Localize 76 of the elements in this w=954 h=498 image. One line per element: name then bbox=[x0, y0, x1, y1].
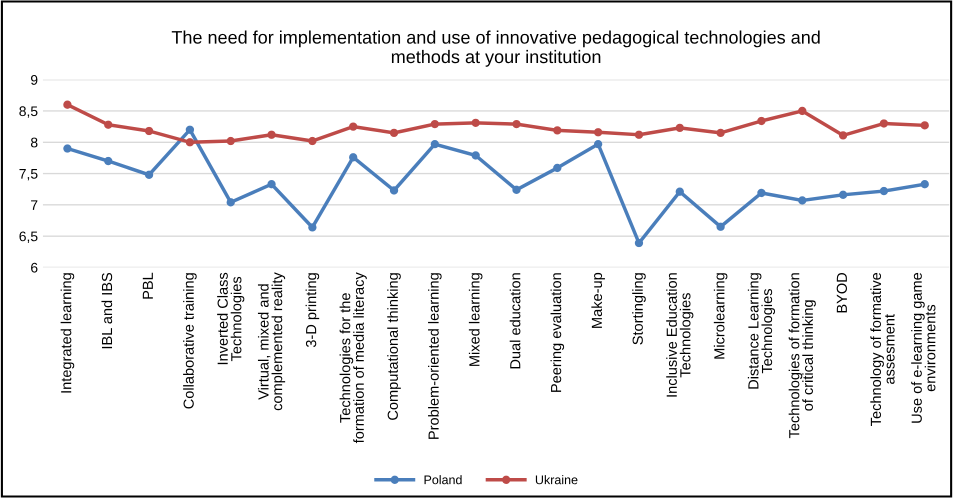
point bbox=[430, 140, 440, 148]
x-tick-label: Microlearning bbox=[714, 273, 728, 359]
x-tick-label: BYOD bbox=[836, 272, 847, 312]
y-tick-label: 7,5 bbox=[19, 169, 38, 180]
point bbox=[798, 196, 806, 205]
point bbox=[594, 140, 602, 148]
point bbox=[676, 124, 684, 132]
x-tick-label: IBL and IBS bbox=[101, 272, 112, 348]
x-tick-label: Stortingling bbox=[632, 273, 646, 345]
x-tick-label: Computational thinking bbox=[387, 273, 401, 420]
point bbox=[349, 153, 358, 162]
point bbox=[186, 138, 194, 146]
x-tick-label: Use of e-learning game environments bbox=[911, 272, 936, 423]
legend-label: Poland bbox=[424, 475, 462, 484]
point bbox=[144, 126, 154, 136]
point bbox=[512, 120, 521, 128]
y-tick-label: 7 bbox=[31, 200, 38, 210]
point bbox=[390, 186, 398, 195]
x-tick-label: Make-up bbox=[591, 272, 605, 328]
point bbox=[920, 121, 929, 130]
x-tick-label: Mixed learning bbox=[468, 273, 482, 366]
point bbox=[880, 119, 888, 128]
point bbox=[104, 156, 112, 166]
point bbox=[880, 186, 888, 196]
point bbox=[144, 170, 154, 179]
point bbox=[757, 116, 766, 126]
point bbox=[553, 164, 562, 172]
point bbox=[267, 180, 276, 188]
point bbox=[390, 128, 398, 138]
point bbox=[634, 130, 644, 139]
point bbox=[472, 118, 480, 128]
point bbox=[757, 188, 766, 198]
y-tick-label: 6,5 bbox=[19, 231, 38, 243]
y-tick-label: 8 bbox=[30, 138, 38, 148]
x-tick-label: Inclusive Education Technologies bbox=[666, 273, 694, 397]
x-tick-label: Dual education bbox=[510, 273, 520, 368]
chart-title: The need for implementation and use of innovative pedagogical technologies and methods at your institution bbox=[172, 30, 820, 67]
point bbox=[308, 223, 317, 232]
y-tick-label: 8,5 bbox=[19, 106, 38, 118]
point bbox=[594, 128, 602, 136]
x-tick-label: Problem-oriented learning bbox=[428, 273, 442, 439]
x-tick-label: 3-D printing bbox=[306, 273, 320, 348]
x-tick-label: Peering evaluation bbox=[550, 273, 564, 392]
legend-label: Ukraine bbox=[536, 475, 578, 484]
point bbox=[512, 186, 521, 194]
x-tick-label: Technologies for the formation of media literacy bbox=[340, 272, 367, 444]
y-tick-label: 9 bbox=[30, 75, 38, 85]
x-tick-label: Collaborative training bbox=[183, 273, 197, 409]
x-tick-label: Virtual, mixed and complemented reality bbox=[258, 272, 286, 410]
point bbox=[798, 106, 806, 116]
point bbox=[716, 128, 725, 138]
point bbox=[553, 126, 562, 135]
point bbox=[226, 136, 235, 146]
point bbox=[920, 180, 929, 188]
point bbox=[838, 131, 848, 140]
x-tick-label: Inverted Class Technologies bbox=[217, 272, 244, 364]
point bbox=[634, 238, 644, 248]
point bbox=[716, 222, 725, 231]
point bbox=[226, 198, 235, 207]
y-tick-label: 6 bbox=[31, 262, 38, 273]
point bbox=[63, 100, 72, 109]
x-tick-label: Distance Learning Technologies bbox=[748, 273, 776, 389]
point bbox=[63, 144, 72, 153]
point bbox=[104, 120, 112, 129]
x-tick-label: Technologies of formation of critical thinking bbox=[788, 273, 816, 438]
point bbox=[349, 122, 358, 131]
point bbox=[430, 120, 440, 128]
x-tick-label: Integrated learning bbox=[60, 273, 74, 393]
point bbox=[676, 188, 684, 196]
point bbox=[472, 151, 480, 160]
x-tick-label: PBL bbox=[142, 272, 153, 299]
point bbox=[838, 190, 848, 199]
point bbox=[267, 130, 276, 139]
x-tick-label: Technology of formative assesment bbox=[870, 272, 895, 426]
point bbox=[186, 126, 194, 134]
point bbox=[308, 136, 317, 146]
